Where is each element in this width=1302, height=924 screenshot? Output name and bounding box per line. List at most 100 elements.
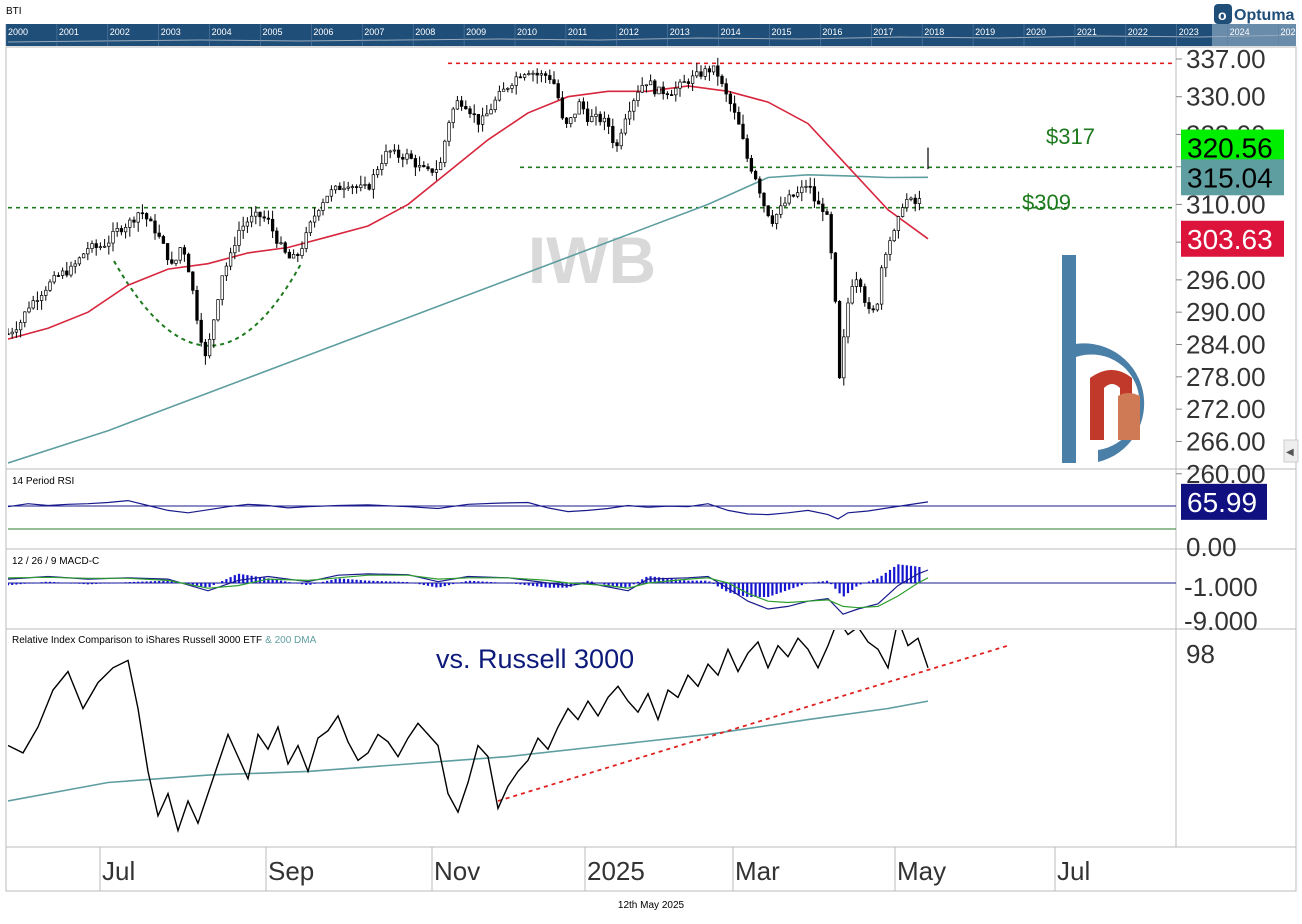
candle-body: [728, 93, 733, 105]
timeline-year[interactable]: 2003: [161, 27, 181, 37]
timeline-year[interactable]: 2020: [1026, 27, 1046, 37]
candle-body: [863, 286, 867, 303]
candle-body: [900, 207, 905, 217]
candle-body: [884, 253, 888, 269]
candle-body: [363, 184, 367, 186]
timeline-year[interactable]: 2009: [466, 27, 486, 37]
macd-histogram-bar: [779, 583, 782, 593]
candle-body: [224, 265, 229, 277]
timeline-year[interactable]: 2024: [1230, 27, 1250, 37]
timeline-year[interactable]: 2004: [212, 27, 232, 37]
macd-histogram-bar: [69, 583, 73, 584]
logo-bowl-icon: [1070, 343, 1145, 462]
ticker-watermark: IWB: [528, 223, 656, 297]
timeline-year[interactable]: 2010: [517, 27, 537, 37]
macd-histogram-bar: [905, 565, 908, 583]
timeline-year[interactable]: 2022: [1128, 27, 1148, 37]
brand-watermark-logo: [1062, 255, 1145, 463]
timeline-year[interactable]: 2015: [772, 27, 792, 37]
timeline-year[interactable]: 2011: [568, 27, 587, 37]
macd-histogram-bar: [200, 583, 203, 587]
candle-body: [111, 231, 115, 244]
macd-histogram-bar: [355, 579, 358, 583]
candle-body: [342, 187, 346, 191]
macd-histogram-bar: [716, 583, 719, 587]
candle-body: [136, 212, 140, 223]
macd-histogram-bar: [145, 581, 148, 583]
candle-body: [640, 84, 644, 93]
candle-body: [270, 218, 275, 232]
macd-histogram-bar: [212, 583, 215, 585]
macd-histogram-bar: [250, 575, 253, 583]
timeline-year[interactable]: 2018: [924, 27, 944, 37]
candle-body: [300, 248, 304, 256]
timeline-year[interactable]: 2017: [873, 27, 893, 37]
macd-histogram-bar: [11, 583, 14, 585]
macd-histogram-bar: [279, 580, 283, 583]
macd-histogram-bar: [128, 582, 131, 583]
candle-body: [732, 103, 737, 113]
candle-body: [354, 186, 359, 188]
candle-body: [161, 236, 166, 244]
chevron-left-icon: ◀: [1286, 447, 1294, 458]
candle-body: [279, 242, 283, 245]
x-axis-label: May: [897, 856, 946, 886]
timeline-year[interactable]: 2006: [313, 27, 333, 37]
candle-body: [325, 195, 329, 203]
candle-body: [711, 65, 716, 73]
timeline-year[interactable]: 2001: [59, 27, 79, 37]
timeline-year[interactable]: 2013: [670, 27, 690, 37]
timeline-navigator[interactable]: [6, 24, 1296, 46]
candle-body: [472, 113, 476, 116]
macd-histogram-bar: [296, 583, 299, 584]
candle-body: [107, 242, 111, 247]
candle-body: [850, 286, 854, 304]
candle-body: [783, 202, 787, 207]
macd-histogram-bar: [342, 578, 346, 583]
candle-body: [254, 211, 258, 217]
macd-histogram-bar: [8, 583, 10, 586]
candle-body: [564, 117, 569, 124]
timeline-year[interactable]: 2023: [1179, 27, 1199, 37]
timeline-year[interactable]: 2019: [975, 27, 995, 37]
x-axis-label: Jul: [102, 856, 135, 886]
timeline-year[interactable]: 2016: [822, 27, 842, 37]
timeline-year[interactable]: 2008: [415, 27, 435, 37]
macd-histogram-bar: [48, 581, 52, 583]
macd-histogram-bar: [397, 581, 400, 583]
timeline-selection[interactable]: [1212, 24, 1296, 46]
macd-histogram-bar: [788, 583, 791, 590]
candle-body: [867, 302, 871, 310]
timeline-year[interactable]: 2000: [8, 27, 28, 37]
macd-histogram-bar: [762, 583, 766, 598]
macd-histogram-bar: [687, 580, 690, 583]
macd-histogram-bar: [61, 582, 64, 584]
timeline-year[interactable]: 2014: [721, 27, 741, 37]
candle-body: [779, 205, 783, 215]
price-value-badge: [1181, 220, 1284, 257]
timeline-year[interactable]: 2005: [263, 27, 283, 37]
candle-body: [455, 100, 460, 110]
candle-body: [598, 113, 602, 123]
timeline-year[interactable]: 2012: [619, 27, 639, 37]
timeline-year[interactable]: 2007: [364, 27, 384, 37]
macd-histogram-bar: [237, 573, 241, 583]
candle-body: [464, 106, 468, 110]
candle-body: [170, 259, 174, 264]
candle-body: [699, 71, 703, 77]
timeline-year[interactable]: 2021: [1077, 27, 1097, 37]
candle-body: [489, 109, 493, 115]
timeline-year[interactable]: 2002: [110, 27, 130, 37]
candle-body: [737, 111, 741, 125]
macd-histogram-bar: [443, 583, 446, 587]
macd-histogram-bar: [498, 582, 501, 584]
macd-histogram-bar: [405, 582, 409, 583]
timeline-year[interactable]: 2025: [1281, 27, 1301, 37]
macd-histogram-bar: [851, 583, 854, 590]
scroll-left-button[interactable]: [1283, 439, 1299, 463]
candle-body: [191, 271, 195, 291]
macd-histogram-bar: [519, 583, 522, 585]
candle-body: [653, 80, 657, 95]
macd-histogram-bar: [284, 581, 287, 583]
macd-histogram-bar: [468, 580, 472, 583]
